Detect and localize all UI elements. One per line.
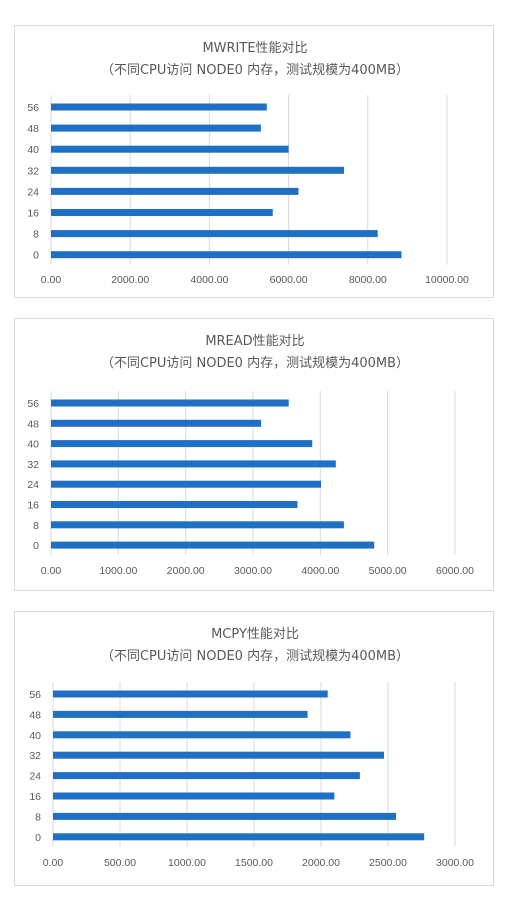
category-label: 56	[29, 689, 41, 701]
category-label: 0	[33, 250, 39, 262]
bar	[51, 166, 345, 174]
chart-title: MCPY性能对比	[211, 627, 299, 642]
chart-subtitle: （不同CPU访问 NODE0 内存，测试规模为400MB）	[101, 62, 409, 78]
category-label: 24	[27, 479, 39, 491]
category-label: 16	[27, 500, 39, 512]
x-tick-label: 4000.00	[190, 274, 228, 286]
category-label: 32	[29, 750, 41, 762]
chart-panel-mwrite: MWRITE性能对比 （不同CPU访问 NODE0 内存，测试规模为400MB） 5…	[14, 25, 494, 298]
category-label: 48	[27, 123, 39, 135]
chart-subtitle: （不同CPU访问 NODE0 内存，测试规模为400MB）	[101, 355, 409, 371]
bar	[53, 833, 425, 841]
category-label: 40	[27, 439, 39, 451]
bar	[53, 792, 335, 800]
x-tick-label: 3000.00	[234, 565, 272, 577]
x-tick-label: 4000.00	[301, 565, 339, 577]
category-label: 48	[27, 418, 39, 430]
chart-subtitle: （不同CPU访问 NODE0 内存，测试规模为400MB）	[101, 648, 409, 664]
x-tick-label: 2000.00	[111, 274, 149, 286]
bar	[51, 251, 402, 259]
x-tick-label: 10000.00	[425, 274, 469, 286]
bar	[51, 501, 298, 508]
category-label: 40	[27, 144, 39, 156]
category-label: 8	[33, 520, 39, 532]
chart-title: MREAD性能对比	[205, 334, 304, 349]
category-label: 8	[35, 811, 41, 823]
x-tick-label: 1500.00	[235, 857, 273, 869]
bar	[53, 772, 360, 780]
bar	[53, 710, 308, 718]
bar	[51, 541, 375, 549]
category-label: 32	[27, 459, 39, 471]
chart-title: MWRITE性能对比	[202, 41, 307, 56]
category-label: 40	[29, 730, 41, 742]
bar	[51, 145, 289, 153]
x-tick-label: 1000.00	[168, 857, 206, 869]
x-tick-label: 1000.00	[99, 565, 137, 577]
chart-svg: MREAD性能对比 （不同CPU访问 NODE0 内存，测试规模为400MB） 56…	[27, 334, 474, 577]
bar	[51, 440, 313, 448]
category-label: 8	[33, 229, 39, 241]
x-tick-label: 3000.00	[436, 857, 474, 869]
bar	[53, 731, 351, 739]
x-tick-label: 2500.00	[369, 857, 407, 869]
category-label: 16	[29, 791, 41, 803]
bar	[51, 460, 336, 468]
x-tick-label: 2000.00	[167, 565, 205, 577]
category-label: 24	[29, 771, 41, 783]
bar	[51, 230, 378, 238]
bar	[51, 399, 289, 407]
bar	[51, 124, 261, 132]
bar	[53, 812, 397, 820]
category-label: 32	[27, 165, 39, 177]
bar	[51, 419, 262, 427]
x-tick-label: 8000.00	[349, 274, 387, 286]
x-tick-label: 0.00	[41, 565, 62, 577]
x-tick-label: 500.00	[104, 857, 136, 869]
x-tick-label: 6000.00	[436, 565, 474, 577]
x-tick-label: 2000.00	[302, 857, 340, 869]
category-label: 56	[27, 398, 39, 410]
category-label: 48	[29, 709, 41, 721]
category-label: 24	[27, 186, 39, 198]
bar	[51, 480, 322, 488]
bar	[51, 103, 267, 111]
category-label: 16	[27, 208, 39, 220]
bar	[51, 521, 344, 529]
bar	[53, 751, 384, 759]
category-label: 56	[27, 102, 39, 114]
bar	[51, 209, 273, 216]
chart-svg: MCPY性能对比 （不同CPU访问 NODE0 内存，测试规模为400MB） 56 4…	[29, 627, 474, 869]
x-tick-label: 0.00	[41, 274, 62, 286]
category-label: 0	[35, 832, 41, 844]
x-tick-label: 0.00	[43, 857, 64, 869]
chart-svg: MWRITE性能对比 （不同CPU访问 NODE0 内存，测试规模为400MB） 5…	[27, 41, 469, 286]
chart-panel-mread: MREAD性能对比 （不同CPU访问 NODE0 内存，测试规模为400MB） 56…	[14, 318, 494, 591]
x-tick-label: 5000.00	[369, 565, 407, 577]
chart-panel-mcpy: MCPY性能对比 （不同CPU访问 NODE0 内存，测试规模为400MB） 56 4…	[14, 611, 494, 886]
x-tick-label: 6000.00	[270, 274, 308, 286]
category-label: 0	[33, 540, 39, 552]
bar	[53, 690, 328, 698]
bar	[51, 187, 299, 195]
